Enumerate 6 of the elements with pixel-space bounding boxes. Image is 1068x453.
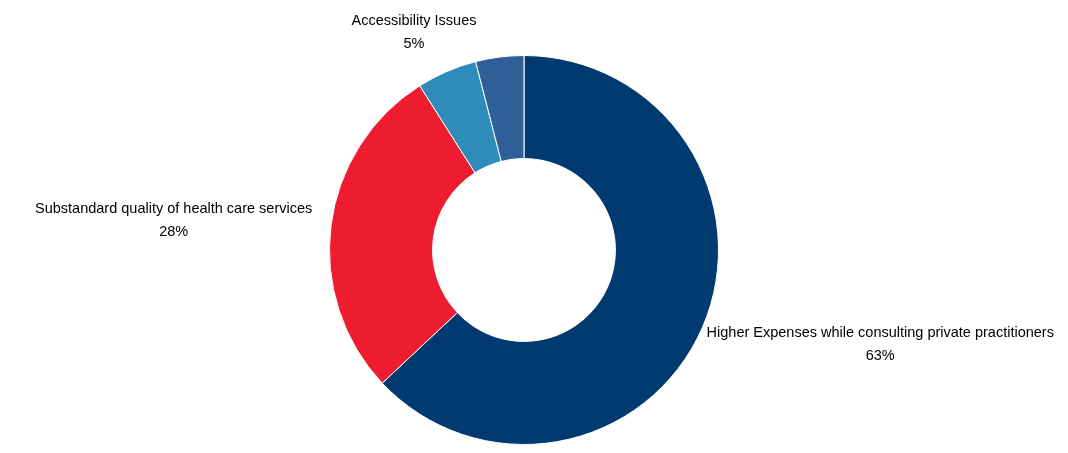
slice-label: Substandard quality of health care services: [35, 199, 313, 216]
slice-label: Higher Expenses while consulting private practitioners: [706, 323, 1054, 340]
data-label: 5%: [403, 34, 425, 51]
data-label: 63%: [865, 346, 895, 363]
slice-label: Accessibility Issues: [351, 11, 477, 28]
data-label: 28%: [159, 222, 189, 239]
